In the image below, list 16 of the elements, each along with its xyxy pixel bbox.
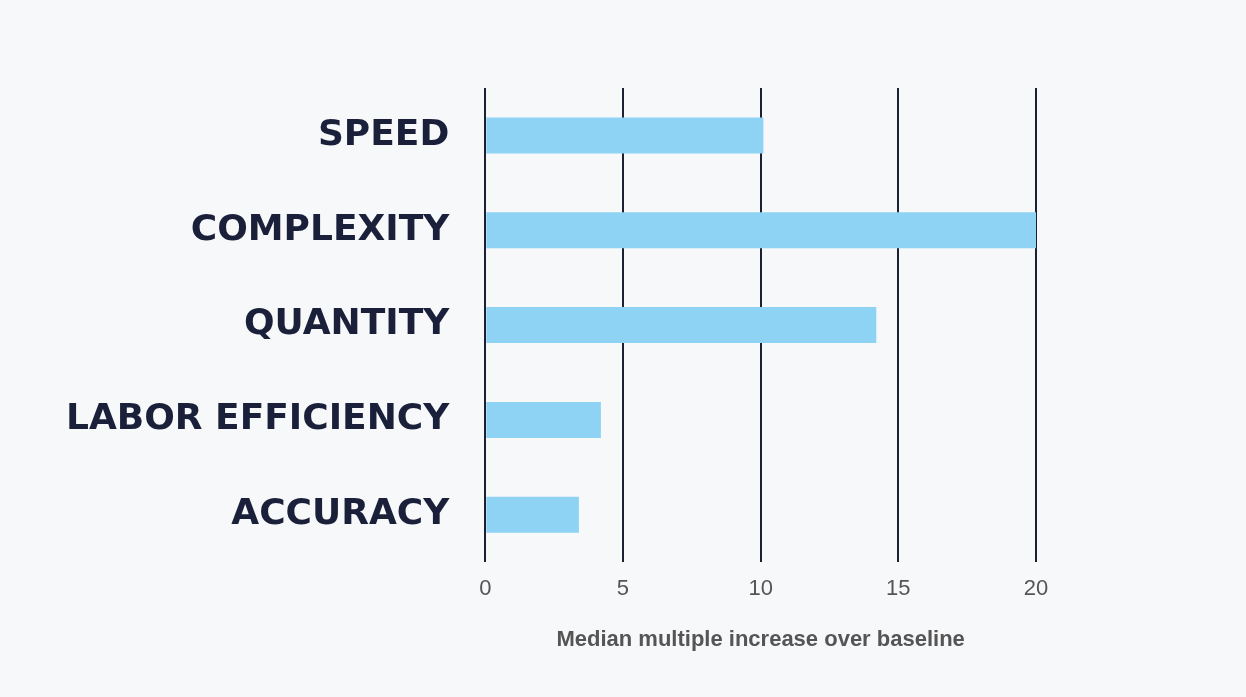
y-tick-label: LABOR EFFICIENCY bbox=[65, 396, 451, 438]
x-tick-label: 15 bbox=[886, 575, 911, 601]
y-tick-label: QUANTITY bbox=[243, 301, 451, 343]
x-tick-label: 20 bbox=[1023, 575, 1049, 601]
bar bbox=[486, 496, 579, 533]
bar bbox=[486, 401, 601, 438]
y-tick-label: SPEED bbox=[317, 111, 450, 153]
bar bbox=[486, 307, 877, 344]
bar bbox=[486, 212, 1036, 249]
y-tick-label: COMPLEXITY bbox=[190, 206, 451, 248]
x-tick-label: 10 bbox=[748, 575, 773, 601]
x-axis-title: Median multiple increase over baseline bbox=[556, 625, 965, 651]
x-tick-label: 5 bbox=[616, 575, 630, 601]
y-tick-label: ACCURACY bbox=[231, 491, 451, 533]
x-tick-label: 0 bbox=[479, 575, 492, 601]
bar bbox=[486, 117, 764, 154]
